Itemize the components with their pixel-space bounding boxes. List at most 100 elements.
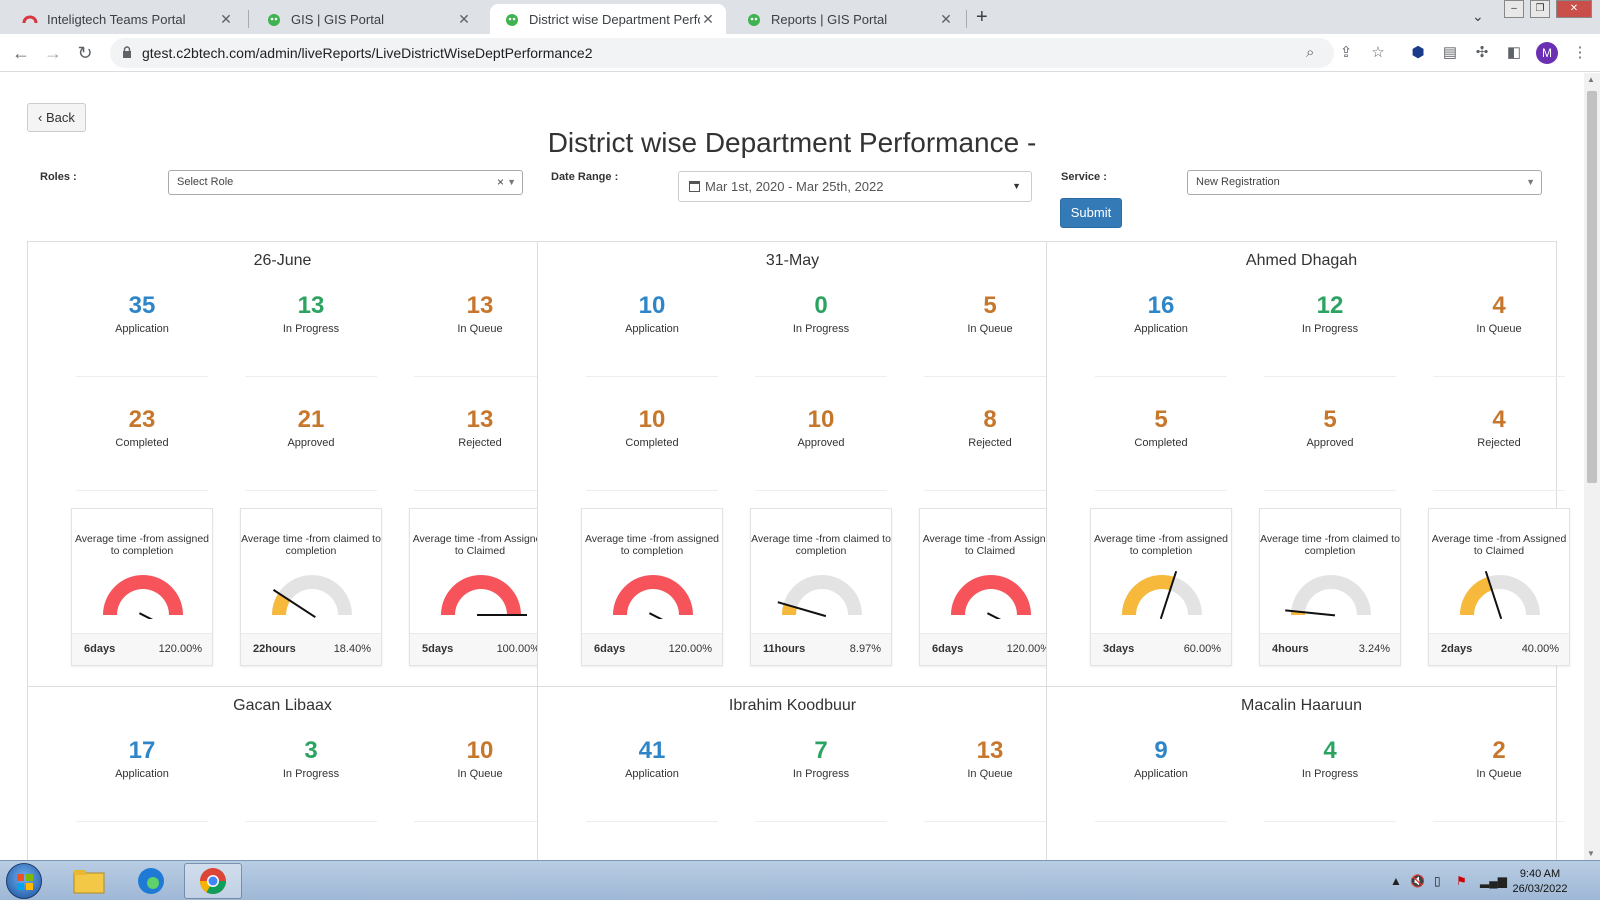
close-icon[interactable]: ✕	[940, 10, 952, 27]
address-bar[interactable]: gtest.c2btech.com/admin/liveReports/Live…	[110, 38, 1334, 68]
new-tab-plus-icon[interactable]: +	[976, 6, 988, 28]
profile-avatar[interactable]: M	[1536, 42, 1558, 64]
stat-rejected: 13 Rejected	[410, 406, 550, 491]
reload-icon[interactable]: ↻	[77, 43, 93, 63]
page-scrollbar[interactable]: ▲ ▼	[1584, 73, 1600, 860]
stat-label: Approved	[287, 437, 335, 449]
minimize-icon[interactable]: –	[1504, 0, 1524, 18]
restore-icon[interactable]: ❐	[1530, 0, 1550, 18]
caret-down-icon: ▼	[507, 177, 516, 187]
back-button[interactable]: ‹ Back	[27, 103, 86, 132]
stat-divider	[414, 376, 546, 377]
zoom-icon[interactable]: ⌕	[1306, 44, 1315, 61]
extensions-puzzle-icon[interactable]: ✣	[1475, 44, 1489, 61]
stat-divider	[245, 821, 377, 822]
stat-value: 17	[128, 737, 156, 764]
stat-application: 35 Application	[72, 292, 212, 377]
browser-toolbar: ← → ↻ gtest.c2btech.com/admin/liveReport…	[0, 34, 1600, 72]
tab-title: Inteligtech Teams Portal	[47, 11, 186, 27]
lock-icon	[123, 46, 131, 58]
close-icon[interactable]: ✕	[220, 10, 232, 27]
gauge-dial	[1122, 570, 1202, 619]
taskbar-chrome[interactable]	[184, 863, 242, 899]
browser-tab-strip: Inteligtech Teams Portal ✕ GIS | GIS Por…	[0, 0, 1600, 34]
stat-divider	[1433, 490, 1565, 491]
stat-divider	[924, 376, 1056, 377]
tab-teams-portal[interactable]: Inteligtech Teams Portal ✕	[8, 4, 244, 34]
calendar-icon	[689, 181, 700, 192]
gauge-time: 6days	[932, 643, 964, 655]
extension-shield-icon[interactable]: ⬢	[1411, 44, 1425, 61]
gauge-card: Average time -from Assigned to Claimed 2d…	[1428, 508, 1570, 666]
start-button[interactable]	[6, 863, 42, 899]
stat-label: Application	[1134, 768, 1188, 780]
tab-district-performance[interactable]: District wise Department Perform ✕	[490, 4, 726, 34]
gauge-fill	[1122, 575, 1175, 615]
menu-kebab-icon[interactable]: ⋮	[1572, 44, 1588, 61]
window-close-icon[interactable]: ✕	[1556, 0, 1592, 18]
gauge-card: Average time -from assigned to completio…	[71, 508, 213, 666]
stat-label: In Queue	[967, 323, 1013, 335]
gauge-percent: 60.00%	[1183, 643, 1221, 655]
bookmark-star-icon[interactable]: ☆	[1371, 44, 1385, 61]
service-select[interactable]: New Registration ▼	[1187, 170, 1542, 195]
back-arrow-icon[interactable]: ←	[12, 43, 30, 63]
stat-label: Completed	[625, 437, 679, 449]
gauge-needle	[138, 612, 154, 619]
scroll-down-icon[interactable]: ▼	[1587, 849, 1595, 858]
os-taskbar: ▲ 🔇 ▯ ⚑ ▂▄▆ 9:40 AM 26/03/2022	[0, 860, 1600, 900]
roles-label: Roles :	[40, 171, 77, 183]
stat-in-progress: 13 In Progress	[241, 292, 381, 377]
tab-reports[interactable]: Reports | GIS Portal ✕	[732, 4, 964, 34]
gauge-card: Average time -from claimed to completion…	[240, 508, 382, 666]
district-panel: Macalin Haaruun 9 Application 4 In Progress 2…	[1046, 686, 1565, 860]
gauge-fill	[1460, 576, 1492, 615]
stat-divider	[586, 376, 718, 377]
taskbar-clock[interactable]: 9:40 AM 26/03/2022	[1500, 867, 1580, 897]
scrollbar-thumb[interactable]	[1587, 91, 1597, 483]
gauge-title: Average time -from claimed to completion	[751, 533, 891, 557]
stat-divider	[76, 376, 208, 377]
gauge-card: Average time -from Assigned to Claimed 5d…	[409, 508, 551, 666]
date-range-picker[interactable]: Mar 1st, 2020 - Mar 25th, 2022 ▼	[678, 171, 1032, 202]
side-panel-icon[interactable]: ◧	[1506, 44, 1522, 61]
submit-button[interactable]: Submit	[1060, 198, 1122, 228]
tab-search-chevron-icon[interactable]: ⌄	[1472, 8, 1484, 24]
stat-divider	[414, 821, 546, 822]
stat-label: In Progress	[1301, 323, 1359, 335]
taskbar-edge[interactable]	[122, 863, 180, 899]
roles-select[interactable]: Select Role × ▼	[168, 170, 523, 195]
tray-overflow-icon[interactable]: ▲	[1390, 874, 1402, 888]
clock-date: 26/03/2022	[1512, 883, 1568, 895]
close-icon[interactable]: ✕	[458, 10, 470, 27]
scroll-up-icon[interactable]: ▲	[1587, 75, 1595, 84]
extension-clipboard-icon[interactable]: ▤	[1442, 44, 1458, 61]
close-icon[interactable]: ✕	[702, 10, 714, 27]
network-error-icon[interactable]: ⚑	[1456, 874, 1467, 888]
stat-divider	[924, 821, 1056, 822]
share-icon[interactable]: ⇪	[1339, 44, 1353, 61]
tab-gis-portal[interactable]: GIS | GIS Portal ✕	[252, 4, 482, 34]
clear-icon[interactable]: ×	[496, 175, 504, 189]
stat-value: 12	[1316, 292, 1344, 319]
stat-divider	[586, 490, 718, 491]
gauge-dial	[613, 575, 693, 619]
stat-label: Application	[1134, 323, 1188, 335]
gis-logo-icon	[748, 14, 760, 26]
stat-value: 10	[638, 406, 666, 433]
district-panel: Gacan Libaax 17 Application 3 In Progress 10 I…	[27, 686, 546, 860]
forward-arrow-icon[interactable]: →	[44, 43, 62, 63]
date-range-label: Date Range :	[551, 171, 619, 183]
stat-in-progress: 4 In Progress	[1260, 737, 1400, 822]
gauge-fill	[782, 603, 798, 615]
district-panel: 26-June 35 Application 13 In Progress 13 In Qu…	[27, 241, 551, 687]
stat-value: 10	[638, 292, 666, 319]
taskbar-file-explorer[interactable]	[60, 863, 118, 899]
volume-muted-icon[interactable]: 🔇	[1410, 874, 1425, 888]
battery-icon[interactable]: ▯	[1434, 874, 1441, 888]
gauge-card: Average time -from assigned to completio…	[1090, 508, 1232, 666]
teams-logo-icon	[22, 15, 38, 24]
stat-divider	[1095, 490, 1227, 491]
stat-divider	[1264, 376, 1396, 377]
signal-bars-icon[interactable]: ▂▄▆	[1480, 874, 1507, 888]
